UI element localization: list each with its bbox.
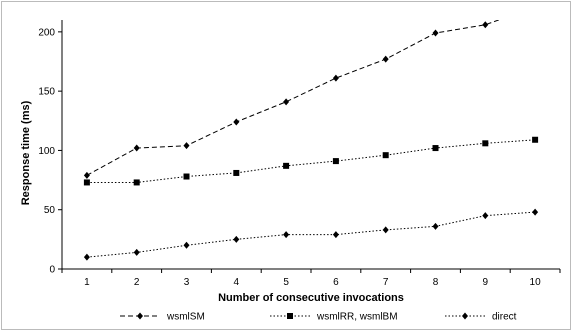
x-tick-label: 9 [483, 277, 489, 288]
y-tick-label: 50 [44, 205, 56, 216]
data-point [482, 140, 489, 147]
data-point [83, 253, 90, 261]
data-point [482, 212, 489, 220]
series-line [86, 20, 501, 176]
legend-item: wsmlRR, wsmlBM [270, 312, 398, 323]
data-point [432, 145, 439, 152]
data-point [332, 231, 339, 239]
legend-label: wsmlSM [166, 312, 205, 323]
x-tick-label: 8 [433, 277, 439, 288]
data-point [233, 169, 240, 176]
data-point [432, 222, 439, 230]
data-point [233, 118, 240, 126]
legend-marker [462, 312, 468, 320]
data-point [532, 136, 539, 143]
series-1 [83, 20, 501, 179]
data-point [133, 248, 140, 256]
series-2 [83, 136, 539, 186]
data-point [283, 98, 290, 106]
series-line [86, 139, 536, 183]
data-point [183, 142, 190, 150]
data-point [183, 173, 190, 180]
data-point [332, 74, 339, 82]
y-tick-label: 100 [38, 146, 55, 157]
y-tick-label: 150 [38, 87, 55, 98]
data-point [133, 144, 140, 152]
x-axis-title: Number of consecutive invocations [218, 292, 404, 304]
series-layer [83, 20, 539, 261]
data-point [83, 171, 90, 179]
legend-marker [137, 312, 143, 320]
y-tick-label: 0 [49, 265, 55, 276]
x-tick-label: 10 [530, 277, 542, 288]
series-3 [83, 208, 539, 261]
data-point [382, 152, 389, 159]
series-line [86, 211, 536, 258]
data-point [432, 29, 439, 37]
axes: 0 50 100 150 200 1 2 3 4 5 6 7 8 9 10 [38, 20, 561, 288]
x-tick-label: 6 [333, 277, 339, 288]
data-point [183, 241, 190, 249]
y-axis-title: Response time (ms) [20, 100, 32, 205]
legend-item: wsmlSM [120, 312, 205, 323]
data-point [283, 231, 290, 239]
x-tick-label: 3 [184, 277, 190, 288]
data-point [83, 179, 90, 186]
data-point [283, 162, 290, 169]
data-point [233, 235, 240, 243]
legend-item: direct [445, 312, 517, 323]
legend: wsmlSM wsmlRR, wsmlBM direct [120, 312, 517, 323]
x-tick-label: 2 [134, 277, 140, 288]
x-tick-label: 5 [283, 277, 289, 288]
data-point [382, 226, 389, 234]
data-point [382, 55, 389, 63]
data-point [532, 208, 539, 216]
data-point [133, 179, 140, 186]
data-point [332, 158, 339, 165]
y-tick-label: 200 [38, 27, 55, 38]
x-tick-label: 1 [84, 277, 90, 288]
x-tick-label: 4 [234, 277, 240, 288]
legend-marker [287, 313, 293, 319]
x-tick-label: 7 [383, 277, 389, 288]
legend-label: wsmlRR, wsmlBM [316, 312, 398, 323]
data-point [482, 21, 489, 29]
legend-label: direct [492, 312, 517, 323]
